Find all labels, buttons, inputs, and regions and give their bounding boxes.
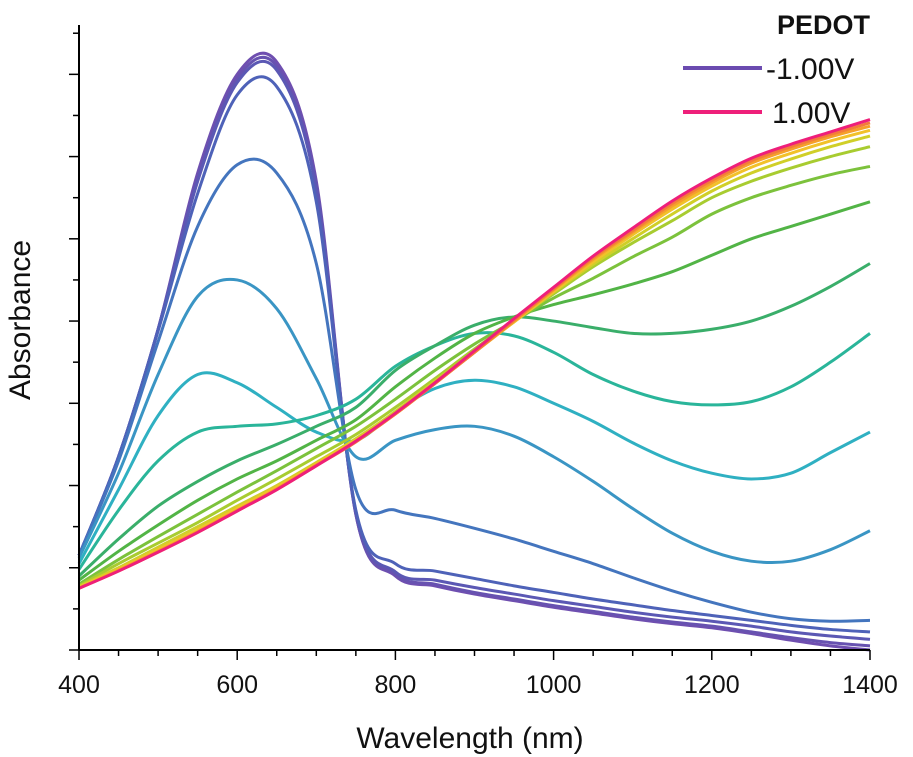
series-line-9 <box>78 200 871 582</box>
series-line-2 <box>77 59 871 641</box>
x-tick-label: 400 <box>58 671 100 699</box>
axes <box>69 25 871 660</box>
series-layer <box>77 51 871 652</box>
series-line-12 <box>78 134 871 589</box>
legend-label-negative: -1.00V <box>766 53 854 86</box>
series-line-16 <box>78 118 871 590</box>
series-line-3 <box>77 75 871 634</box>
series-line-8 <box>77 262 871 578</box>
x-tick-labels: 400 600 800 1000 1200 1400 <box>58 671 898 699</box>
series-line-4 <box>77 157 871 623</box>
x-tick-label: 1000 <box>526 671 582 699</box>
legend-label-positive: 1.00V <box>772 97 850 130</box>
series-line-6 <box>77 371 871 565</box>
x-axis-title: Wavelength (nm) <box>356 722 583 755</box>
legend-title: PEDOT <box>777 10 871 40</box>
series-line-5 <box>77 277 871 565</box>
x-tick-label: 1400 <box>842 671 898 699</box>
series-line-11 <box>78 145 871 588</box>
x-tick-label: 600 <box>216 671 258 699</box>
x-tick-label: 800 <box>375 671 417 699</box>
y-axis-title: Absorbance <box>4 240 37 400</box>
series-line-10 <box>78 164 871 586</box>
legend: PEDOT -1.00V 1.00V <box>683 10 871 130</box>
x-tick-label: 1200 <box>684 671 740 699</box>
